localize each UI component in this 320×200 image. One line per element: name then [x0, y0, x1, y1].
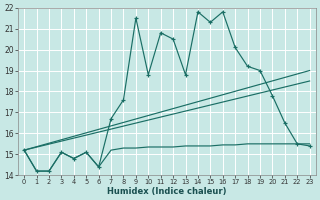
X-axis label: Humidex (Indice chaleur): Humidex (Indice chaleur) — [107, 187, 227, 196]
